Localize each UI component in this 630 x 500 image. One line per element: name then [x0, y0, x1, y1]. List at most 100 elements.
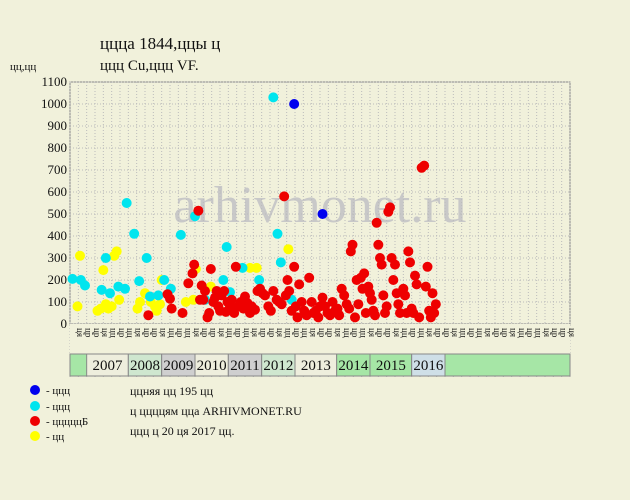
month-label: ця: [309, 328, 319, 337]
data-point: [411, 279, 422, 290]
y-tick-label: 800: [48, 140, 68, 155]
data-point: [141, 253, 152, 263]
month-label: цр: [442, 328, 452, 338]
data-point: [403, 246, 414, 257]
month-label: ця: [100, 328, 110, 337]
data-point: [121, 198, 132, 208]
data-point: [111, 246, 122, 257]
year-label: 2013: [301, 358, 331, 374]
data-point: [378, 290, 389, 301]
data-point: [218, 275, 229, 285]
month-label: ця: [217, 328, 227, 337]
chart-title-line1: ццца 1844,ццы ц: [100, 34, 221, 53]
month-label: цр: [209, 328, 219, 338]
year-label: 2007: [93, 358, 124, 374]
data-point: [427, 288, 438, 299]
month-label: цр: [142, 328, 152, 338]
year-label: 2014: [338, 358, 369, 374]
month-label: цр: [559, 328, 569, 338]
data-point: [175, 229, 186, 240]
data-point: [67, 273, 78, 284]
data-point: [419, 160, 430, 171]
data-point: [143, 310, 154, 321]
month-label: ця: [192, 328, 202, 337]
month-label: ця: [509, 328, 519, 337]
month-row: [70, 324, 570, 354]
data-point: [260, 290, 270, 301]
month-label: цр: [175, 328, 185, 338]
data-point: [339, 290, 350, 301]
month-label: цц: [125, 328, 135, 338]
year-label: 2016: [413, 358, 444, 374]
data-point: [294, 279, 305, 290]
data-point: [360, 308, 371, 318]
legend-marker-2: [30, 401, 40, 411]
data-point: [317, 209, 328, 219]
data-point: [283, 244, 294, 255]
data-point: [129, 228, 140, 239]
month-label: ця: [450, 328, 460, 337]
data-point: [155, 299, 165, 310]
month-label: цц: [417, 328, 427, 338]
month-label: цр: [92, 328, 102, 338]
month-label: ця: [367, 328, 377, 337]
data-point: [98, 265, 109, 276]
y-tick-label: 600: [48, 184, 68, 199]
month-label: цц: [534, 328, 544, 338]
data-point: [120, 283, 130, 294]
data-point: [187, 268, 198, 279]
y-tick-label: 700: [48, 162, 68, 177]
legend-marker-4: [30, 431, 40, 441]
data-point: [145, 291, 155, 302]
data-point: [371, 217, 382, 228]
data-point: [420, 281, 431, 292]
data-point: [106, 301, 117, 312]
month-label: цц: [167, 328, 177, 338]
data-point: [250, 304, 260, 315]
month-label: цц: [109, 328, 119, 338]
data-point: [198, 294, 209, 305]
month-label: цц: [359, 328, 369, 338]
month-label: ця: [159, 328, 169, 337]
y-axis-label: цц,цц: [10, 61, 37, 73]
month-label: ця: [134, 328, 144, 337]
month-label: цц: [342, 328, 352, 338]
month-label: цр: [550, 328, 560, 338]
y-tick-label: 200: [48, 272, 68, 287]
data-point: [265, 305, 276, 316]
data-point: [289, 261, 300, 272]
year-label: 2012: [263, 358, 293, 374]
note-line-1: ццняя цц 195 цц: [130, 384, 213, 398]
month-label: цр: [384, 328, 394, 338]
data-point: [75, 250, 85, 261]
month-label: цц: [517, 328, 527, 338]
data-point: [268, 92, 279, 103]
data-point: [292, 312, 303, 323]
month-label: ця: [75, 328, 85, 337]
data-point: [388, 275, 399, 285]
data-point: [204, 308, 215, 318]
data-point: [226, 294, 237, 305]
legend-item-2: - ццц: [30, 401, 70, 413]
month-label: цц: [242, 328, 252, 338]
data-point: [105, 288, 115, 299]
y-tick-label: 100: [48, 294, 68, 309]
data-point: [282, 275, 293, 285]
month-label: цр: [409, 328, 419, 338]
year-label: 2008: [130, 358, 160, 374]
legend-marker-1: [30, 385, 40, 395]
month-label: цц: [300, 328, 310, 338]
data-point: [381, 301, 392, 312]
month-label: цр: [200, 328, 210, 338]
month-label: цц: [400, 328, 410, 338]
data-point: [72, 301, 83, 312]
month-label: цр: [525, 328, 535, 338]
note-line-2: ц ццццям цца ARHIVMONET.RU: [130, 404, 302, 418]
data-point: [166, 303, 177, 314]
y-tick-label: 900: [48, 118, 68, 133]
data-point: [205, 264, 216, 274]
chart-title-line2: ццц Cu,ццц VF.: [100, 58, 199, 74]
y-tick-label: 300: [48, 250, 68, 265]
legend-label-3: - цццццБ: [46, 416, 89, 428]
y-tick-label: 1100: [41, 74, 67, 89]
